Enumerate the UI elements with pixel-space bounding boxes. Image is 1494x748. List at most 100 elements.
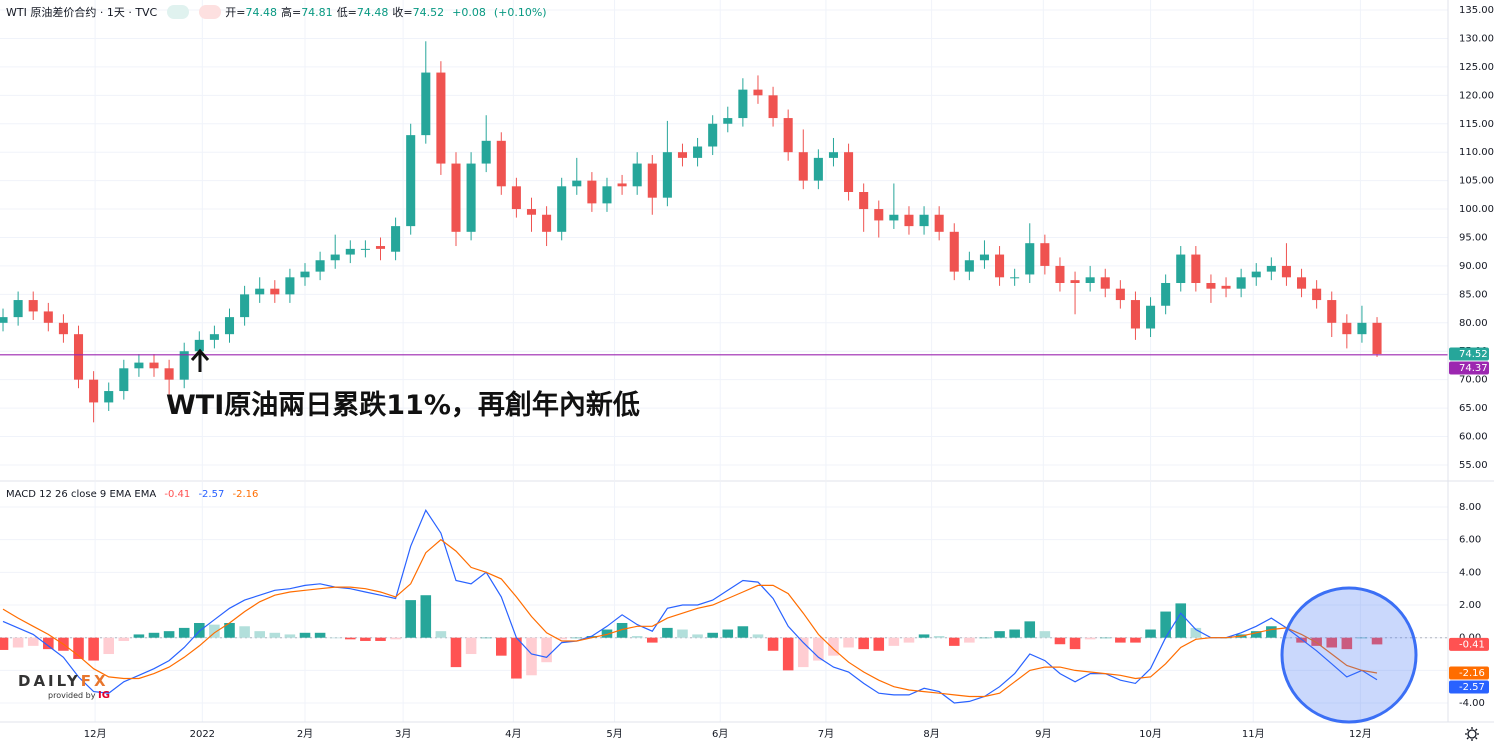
histogram-bar [979, 637, 990, 639]
histogram-bar [737, 626, 749, 638]
y-tick-label: 115.00 [1459, 119, 1494, 130]
y-tick-label: 120.00 [1459, 90, 1494, 101]
x-tick-label: 2022 [190, 729, 215, 740]
candle-body [164, 368, 174, 380]
candle-body [844, 152, 854, 192]
candle-body [345, 248, 355, 255]
candle-body [889, 214, 899, 221]
candle-body [934, 214, 944, 232]
change-pct: (+0.10%) [493, 5, 547, 19]
histogram-bar [1069, 637, 1081, 650]
histogram-bar [646, 637, 658, 643]
candle-body [1236, 277, 1246, 289]
candle-body [1342, 322, 1352, 335]
histogram-bar [405, 600, 416, 638]
y-tick-label: 95.00 [1459, 232, 1488, 243]
histogram-bar [692, 634, 703, 638]
logo-name: FX [80, 672, 109, 690]
histogram-bar [767, 637, 779, 651]
ohlc-label: 高= [280, 6, 302, 19]
candle-body [1206, 282, 1216, 289]
status-icon[interactable] [167, 5, 190, 19]
candle-body [300, 271, 310, 278]
histogram-bar [1099, 637, 1111, 639]
histogram-bar [994, 631, 1005, 638]
candle-body [466, 163, 476, 232]
ohlc-legend: 开=74.48 高=74.81 低=74.48 收=74.52 [225, 4, 448, 20]
candle-body [602, 186, 612, 204]
value-badge [1449, 680, 1489, 694]
level-badge [1449, 361, 1489, 375]
histogram-bar [707, 632, 718, 638]
histogram-bar [73, 637, 84, 659]
histogram-bar [88, 637, 99, 661]
candle-body [209, 334, 219, 340]
histogram-bar [299, 632, 311, 638]
x-tick-label: 7月 [818, 728, 834, 740]
candle-body [1055, 265, 1065, 283]
histogram-bar [390, 637, 401, 640]
price-badge-label: 74.52 [1459, 349, 1488, 360]
candle-body [995, 254, 1005, 278]
candle-body [783, 118, 793, 153]
candle-body [104, 391, 114, 403]
candle-body [1297, 277, 1307, 289]
y-tick-label: 4.00 [1459, 567, 1481, 578]
ohlc-value: 74.81 [301, 6, 333, 19]
candle-body [1100, 277, 1110, 289]
candle-body [859, 192, 869, 210]
candle-body [406, 135, 416, 227]
x-tick-label: 9月 [1035, 728, 1051, 740]
candle-body [919, 214, 929, 227]
histogram-bar [586, 636, 598, 638]
histogram-bar [480, 637, 492, 639]
candle-body [73, 334, 84, 380]
candle-body [1312, 288, 1322, 301]
logo-brand: IG [98, 690, 110, 701]
ohlc-value: 74.48 [356, 6, 389, 19]
y-tick-label: 6.00 [1459, 535, 1481, 546]
candle-body [632, 163, 642, 187]
histogram-bar [314, 632, 326, 638]
annotation: WTI原油兩日累跌11%，再創年內新低 [166, 390, 640, 421]
realtime-icon[interactable] [199, 5, 222, 19]
candle-body [828, 152, 838, 158]
histogram-bar [1054, 637, 1066, 645]
x-tick-label: 8月 [923, 728, 939, 740]
y-tick-label: 90.00 [1459, 261, 1488, 272]
settings-icon[interactable] [1465, 727, 1479, 741]
y-tick-label: 55.00 [1459, 460, 1488, 471]
histogram-bar [269, 632, 281, 638]
x-tick-label: 12月 [84, 728, 107, 740]
histogram-bar [133, 634, 145, 638]
x-tick-label: 12月 [1349, 728, 1372, 740]
histogram-bar [375, 637, 386, 641]
candle-body [874, 209, 884, 221]
candle-body [1221, 285, 1231, 289]
candle-body [587, 180, 597, 204]
candle-body [526, 209, 537, 215]
candle-body [391, 226, 401, 252]
histogram-bar [873, 637, 885, 651]
histogram-bar [1326, 637, 1338, 648]
value-badge-label: -2.57 [1459, 682, 1485, 693]
histogram-bar [1371, 637, 1383, 645]
candle-body [647, 163, 657, 198]
histogram-bar [178, 627, 190, 638]
candle-body [949, 231, 959, 272]
change: +0.08 [452, 5, 486, 19]
x-tick-label: 5月 [606, 728, 622, 740]
histogram-bar [828, 637, 839, 656]
histogram-bar [496, 637, 507, 656]
candle-body [542, 214, 552, 232]
histogram-bar [435, 631, 447, 638]
axes: 55.0060.0065.0070.0075.0080.0085.0090.00… [84, 5, 1494, 740]
candle-body [481, 140, 491, 164]
candle-body [753, 89, 763, 96]
histogram-bar [1084, 637, 1096, 640]
histogram-bar [1175, 603, 1187, 638]
y-tick-label: 60.00 [1459, 432, 1488, 443]
candle-body [1161, 282, 1171, 306]
histogram-bar [964, 637, 975, 643]
